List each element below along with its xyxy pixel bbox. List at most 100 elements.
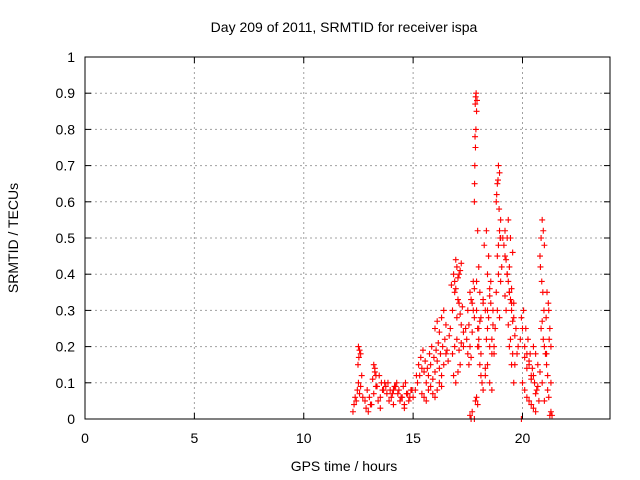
- data-point: [425, 387, 432, 394]
- data-point: [520, 307, 527, 314]
- data-point: [533, 387, 540, 394]
- y-tick-label: 0.9: [56, 85, 76, 101]
- data-point: [424, 365, 431, 372]
- data-point: [502, 292, 508, 299]
- data-point: [523, 394, 530, 401]
- data-point: [467, 412, 473, 419]
- data-point: [355, 361, 361, 368]
- data-point: [491, 343, 498, 350]
- data-point: [441, 336, 448, 343]
- data-point: [540, 227, 547, 234]
- data-point: [492, 325, 499, 332]
- data-point: [486, 285, 493, 292]
- data-point: [532, 350, 539, 357]
- data-point: [464, 350, 471, 357]
- data-point: [495, 162, 502, 169]
- data-point: [370, 390, 377, 397]
- data-point: [352, 394, 359, 401]
- data-point: [449, 307, 456, 314]
- x-axis-label: GPS time / hours: [291, 458, 398, 474]
- data-point: [484, 271, 491, 278]
- data-point: [450, 372, 457, 379]
- data-point: [433, 347, 440, 354]
- data-point: [489, 321, 496, 328]
- data-point: [521, 354, 528, 361]
- y-tick-label: 0.8: [56, 121, 76, 137]
- data-point: [418, 365, 425, 372]
- data-point: [502, 253, 508, 260]
- data-point: [474, 227, 481, 234]
- data-point: [506, 289, 513, 296]
- data-point: [472, 397, 479, 404]
- data-point: [372, 372, 379, 379]
- data-point: [439, 343, 446, 350]
- data-point: [517, 336, 524, 343]
- y-tick-label: 0.5: [56, 230, 76, 246]
- data-point: [355, 354, 362, 361]
- data-point: [405, 397, 412, 404]
- data-point: [473, 108, 480, 115]
- data-point: [547, 343, 554, 350]
- data-point: [388, 394, 395, 401]
- data-point: [440, 307, 447, 314]
- data-point: [474, 97, 480, 104]
- data-point: [480, 296, 487, 303]
- data-point: [493, 198, 500, 205]
- data-point: [543, 350, 550, 357]
- data-point: [432, 325, 438, 332]
- data-point: [394, 390, 401, 397]
- data-point: [518, 314, 525, 321]
- x-tick-label: 20: [515, 430, 531, 446]
- data-point: [482, 365, 489, 372]
- data-point: [419, 347, 426, 354]
- data-point: [476, 289, 483, 296]
- data-point: [457, 267, 464, 274]
- data-point: [505, 321, 512, 328]
- data-point: [369, 376, 376, 383]
- data-point: [454, 368, 461, 375]
- data-point: [493, 289, 500, 296]
- data-point: [374, 383, 381, 390]
- data-point: [543, 361, 550, 368]
- data-point: [362, 397, 368, 404]
- data-point: [450, 271, 457, 278]
- data-point: [496, 206, 503, 213]
- data-point: [421, 394, 428, 401]
- data-point: [471, 162, 478, 169]
- data-point: [505, 216, 512, 223]
- data-points: [349, 90, 556, 422]
- data-point: [530, 405, 537, 412]
- data-point: [475, 336, 482, 343]
- data-point: [370, 361, 377, 368]
- data-point: [488, 350, 495, 357]
- data-point: [506, 343, 513, 350]
- data-point: [446, 332, 453, 339]
- data-point: [430, 354, 437, 361]
- data-point: [475, 325, 482, 332]
- data-point: [488, 336, 495, 343]
- data-point: [494, 180, 501, 187]
- data-point: [444, 347, 451, 354]
- data-point: [429, 390, 436, 397]
- data-point: [483, 336, 490, 343]
- data-point: [522, 325, 529, 332]
- data-point: [477, 314, 484, 321]
- data-point: [417, 354, 424, 361]
- data-point: [472, 144, 479, 151]
- data-point: [480, 387, 487, 394]
- data-point: [532, 390, 539, 397]
- data-point: [355, 379, 362, 386]
- data-point: [505, 278, 512, 285]
- y-tick-label: 0.4: [56, 266, 76, 282]
- data-point: [508, 300, 515, 307]
- data-point: [351, 401, 358, 408]
- data-point: [437, 350, 444, 357]
- data-point: [451, 343, 458, 350]
- data-point: [544, 372, 551, 379]
- data-point: [432, 394, 438, 401]
- data-point: [535, 397, 542, 404]
- data-point: [458, 260, 465, 267]
- data-point: [545, 307, 552, 314]
- data-point: [442, 350, 449, 357]
- data-point: [367, 401, 374, 408]
